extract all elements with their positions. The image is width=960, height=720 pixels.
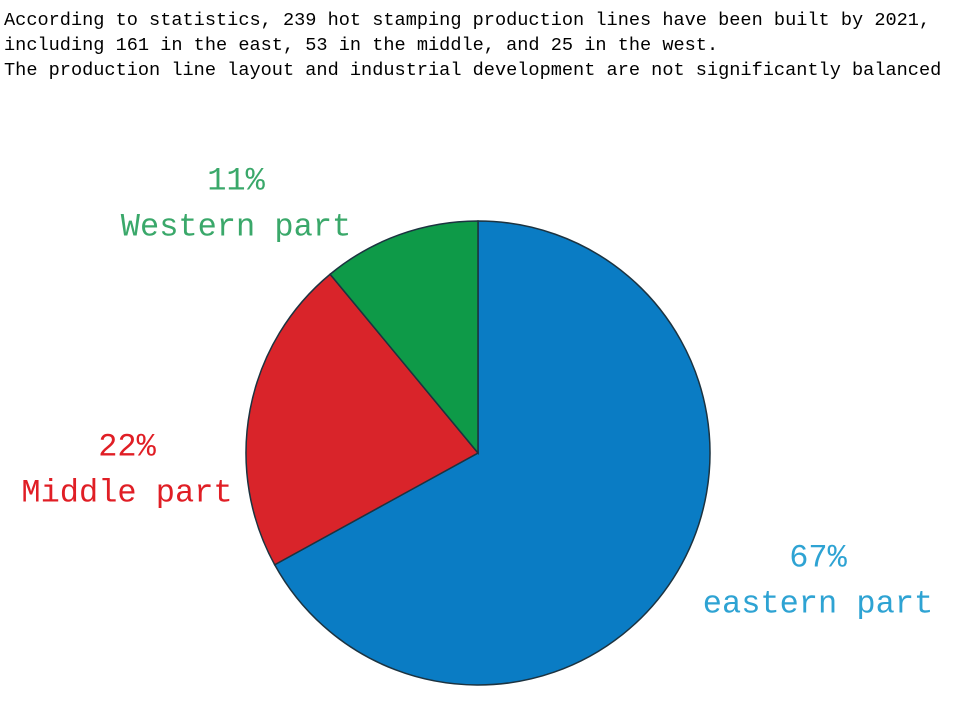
value-label: 22% [98,428,156,465]
category-label: Western part [121,208,351,245]
description-line: including 161 in the east, 53 in the mid… [4,35,718,56]
value-label: 67% [789,539,847,576]
pie-slice [329,220,479,456]
pie-slice [245,273,480,566]
category-label: eastern part [703,585,933,622]
description-line: According to statistics, 239 hot stampin… [4,10,930,31]
description-line: The production line layout and industria… [4,60,941,81]
category-label: Middle part [21,474,232,511]
value-label: 11% [207,162,265,199]
pie-slice [273,220,711,686]
